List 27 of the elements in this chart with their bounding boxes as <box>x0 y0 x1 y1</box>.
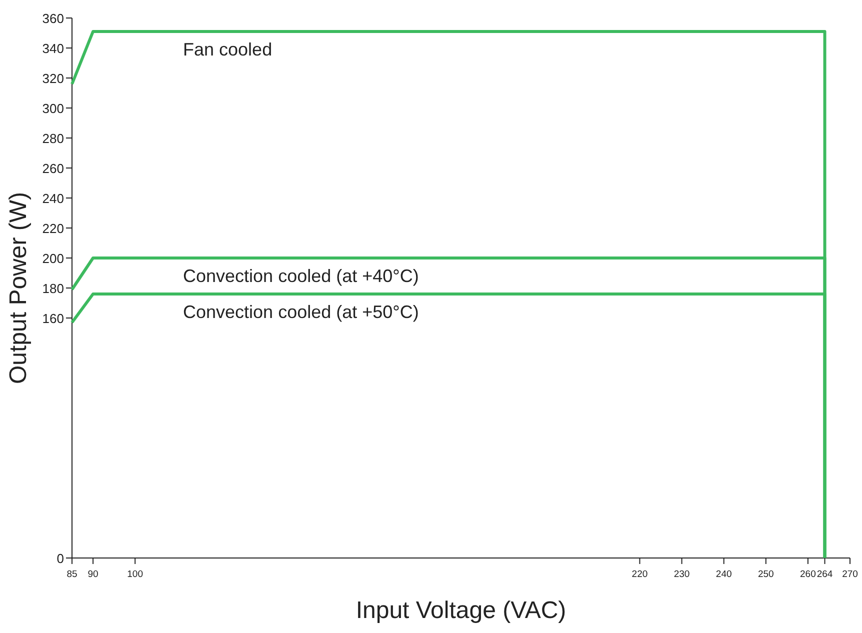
x-tick-label: 264 <box>816 569 833 580</box>
series-label: Convection cooled (at +40°C) <box>183 266 419 286</box>
y-tick-label: 260 <box>42 161 64 176</box>
x-tick-label: 250 <box>758 569 774 580</box>
x-tick-label: 220 <box>632 569 648 580</box>
y-tick-label: 220 <box>42 221 64 236</box>
y-tick-label: 360 <box>42 11 64 26</box>
series-label: Convection cooled (at +50°C) <box>183 302 419 322</box>
x-tick-label: 240 <box>716 569 732 580</box>
x-tick-label: 100 <box>127 569 144 580</box>
x-tick-label: 85 <box>66 569 78 580</box>
x-tick-label: 90 <box>88 569 98 580</box>
y-tick-label: 0 <box>56 551 64 566</box>
y-axis-title: Output Power (W) <box>5 192 32 384</box>
x-axis-title: Input Voltage (VAC) <box>356 597 566 624</box>
x-tick-label: 260 <box>800 569 816 580</box>
series-label: Fan cooled <box>183 40 272 60</box>
y-tick-label: 240 <box>42 191 64 206</box>
x-tick-label: 230 <box>674 569 690 580</box>
y-tick-label: 300 <box>42 101 64 116</box>
y-tick-label: 160 <box>42 311 64 326</box>
x-tick-label: 270 <box>842 569 858 580</box>
y-tick-label: 280 <box>42 131 64 146</box>
y-tick-label: 180 <box>42 281 64 296</box>
y-tick-label: 200 <box>42 251 64 266</box>
y-tick-label: 340 <box>42 41 64 56</box>
y-tick-label: 320 <box>42 71 64 86</box>
